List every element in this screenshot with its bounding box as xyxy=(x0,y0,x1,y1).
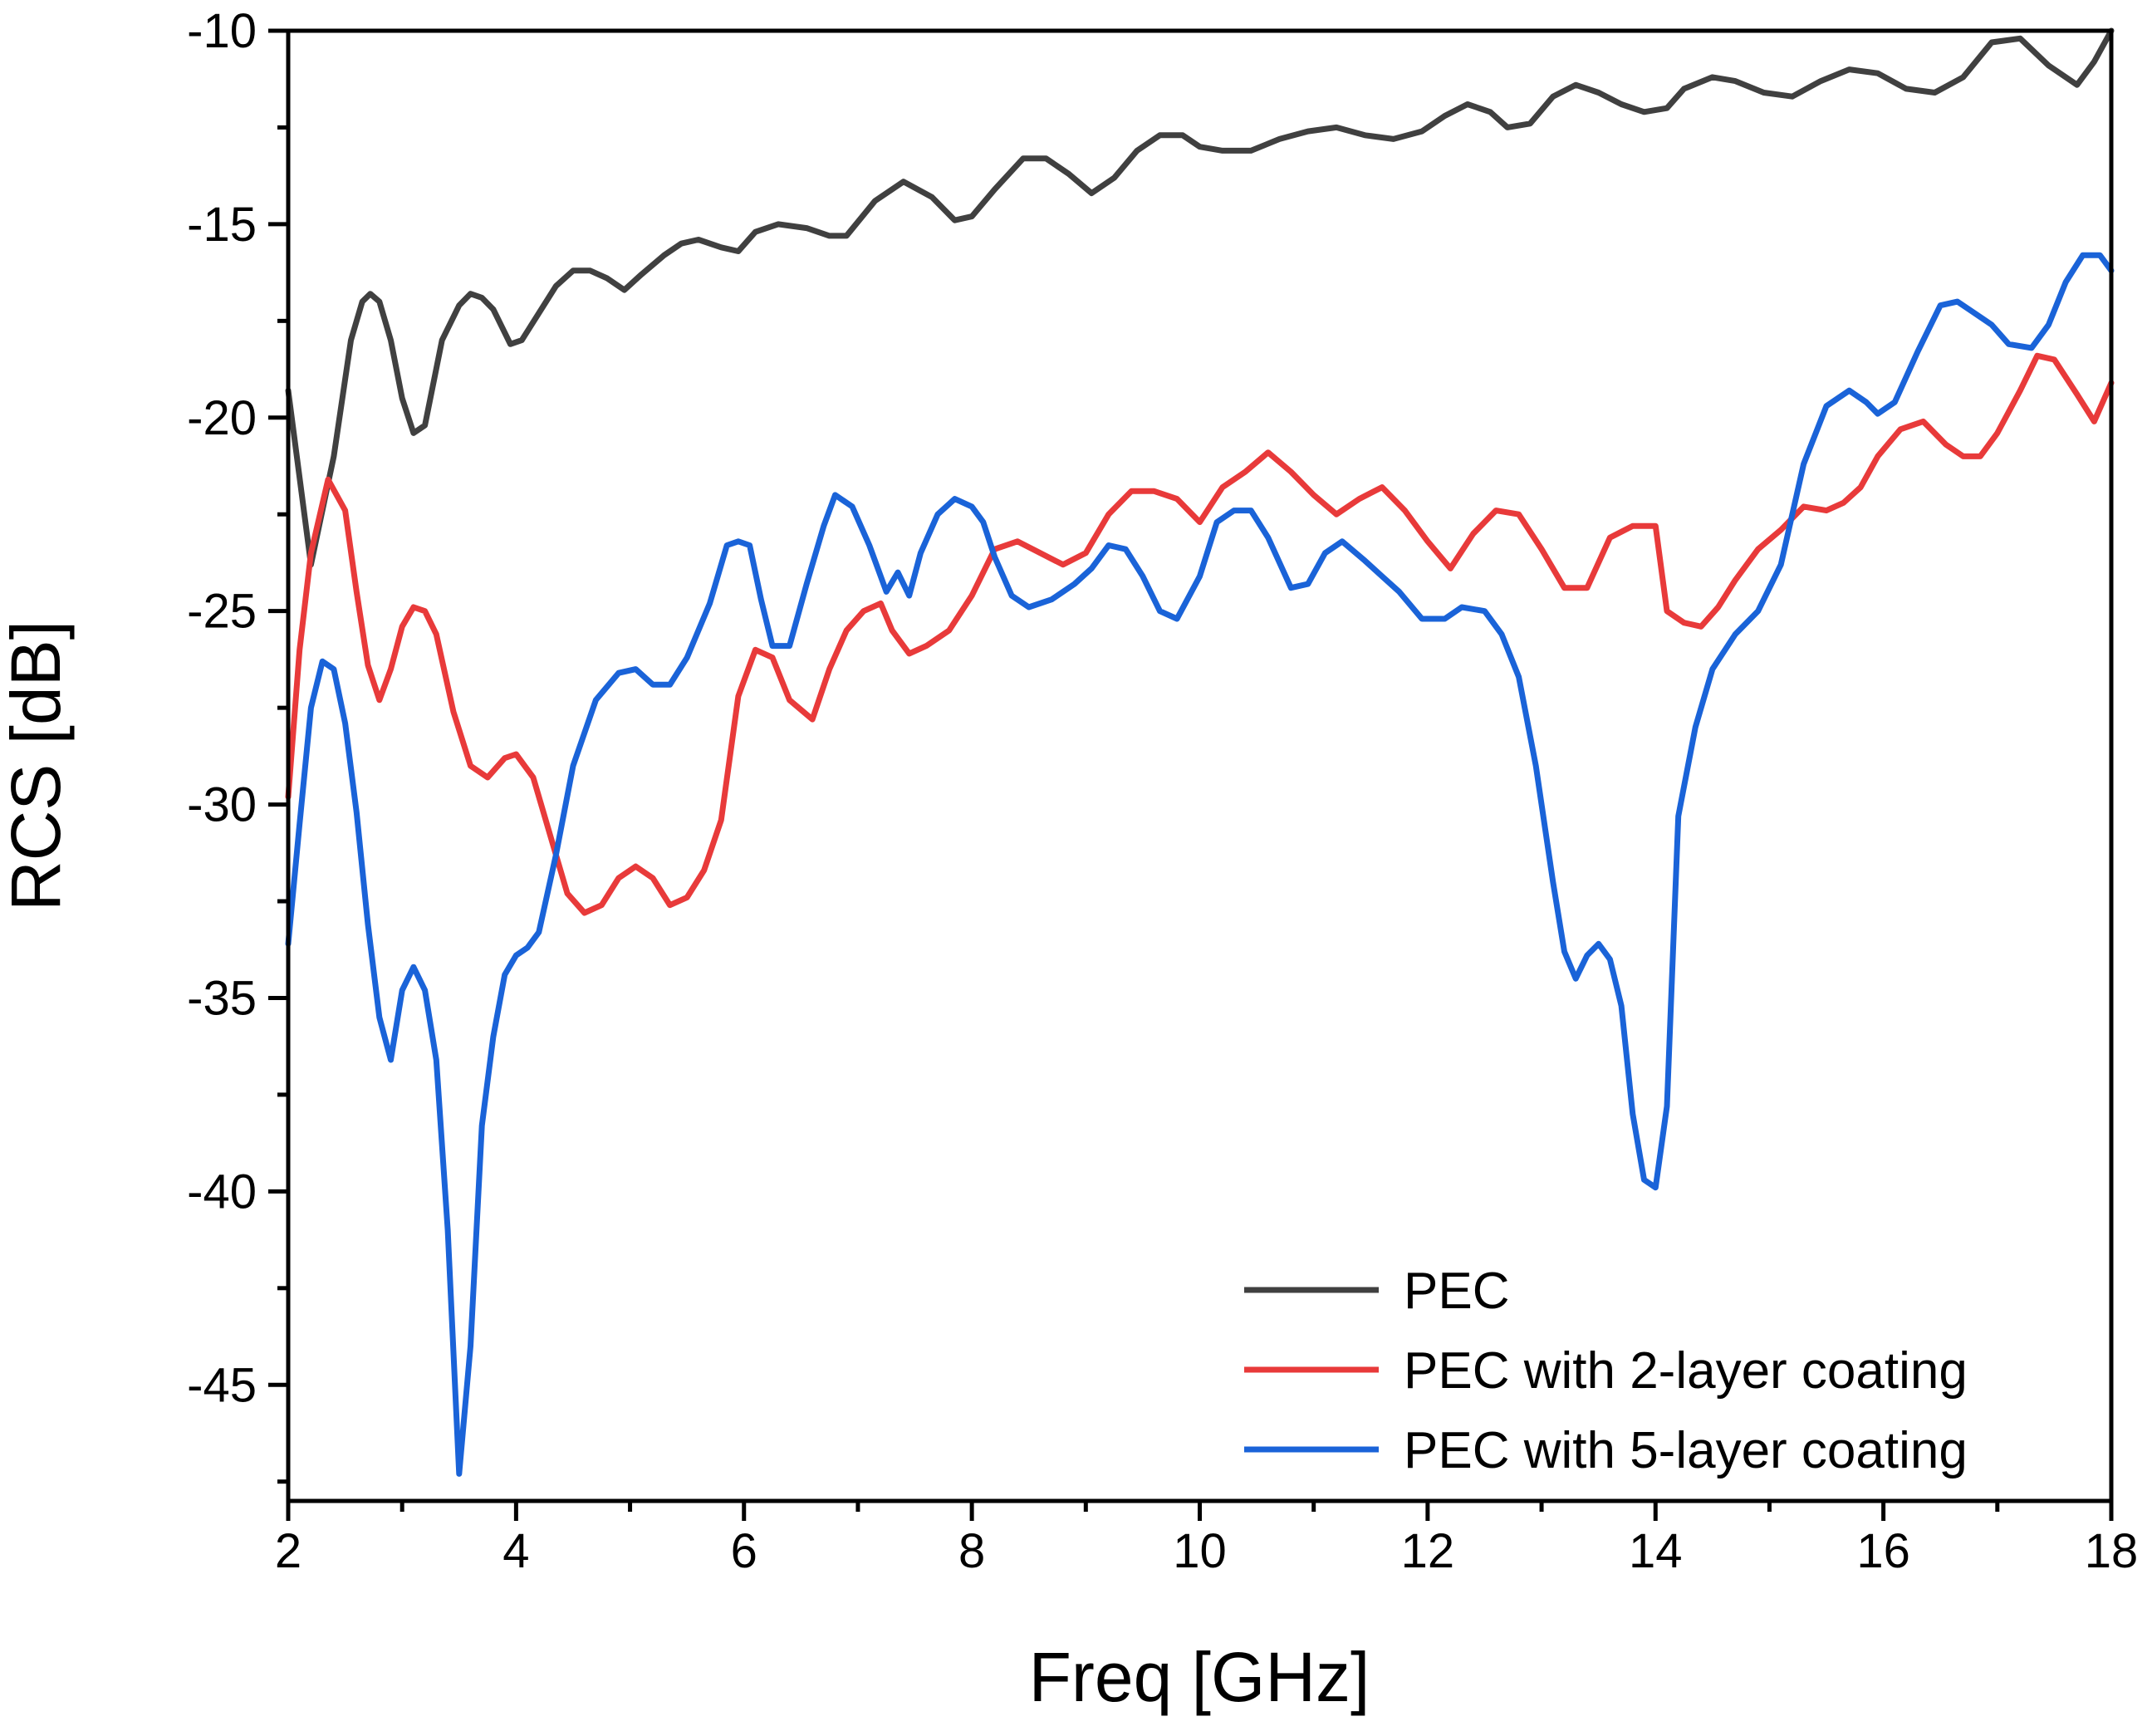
y-tick-label: -20 xyxy=(187,391,257,445)
x-tick-label: 6 xyxy=(731,1524,757,1578)
x-tick-label: 18 xyxy=(2085,1524,2139,1578)
legend-label: PEC with 5-layer coating xyxy=(1404,1422,1968,1479)
y-tick-label: -35 xyxy=(187,971,257,1025)
series-line-pec xyxy=(285,27,2115,568)
x-tick-label: 14 xyxy=(1629,1524,1683,1578)
y-axis-title: RCS [dB] xyxy=(0,620,75,911)
y-tick-label: -15 xyxy=(187,198,257,252)
series-line-pec-with-5-layer-coating xyxy=(285,252,2115,1477)
x-tick-label: 2 xyxy=(275,1524,301,1578)
x-axis-title: Freq [GHz] xyxy=(1029,1638,1370,1716)
x-tick-label: 16 xyxy=(1856,1524,1910,1578)
y-tick-label: -45 xyxy=(187,1358,257,1412)
y-tick-label: -30 xyxy=(187,778,257,832)
legend-label: PEC xyxy=(1404,1263,1509,1320)
legend-label: PEC with 2-layer coating xyxy=(1404,1342,1968,1400)
legend: PEC PEC with 2-layer coating PEC with 5-la… xyxy=(1244,1263,1968,1479)
plot-frame xyxy=(286,28,2114,1503)
ticks-layer: 2 4 6 8 10 12 14 16 18 -45 -40 -35 -30 -25 -20 -15 -10 xyxy=(187,4,2138,1578)
y-tick-label: -40 xyxy=(187,1165,257,1219)
x-tick-label: 10 xyxy=(1173,1524,1227,1578)
series-line-pec-with-2-layer-coating xyxy=(285,352,2115,916)
x-tick-label: 4 xyxy=(502,1524,529,1578)
x-tick-label: 8 xyxy=(958,1524,985,1578)
x-tick-label: 12 xyxy=(1401,1524,1455,1578)
series-layer xyxy=(285,27,2115,1477)
y-tick-label: -10 xyxy=(187,4,257,58)
y-tick-label: -25 xyxy=(187,585,257,639)
